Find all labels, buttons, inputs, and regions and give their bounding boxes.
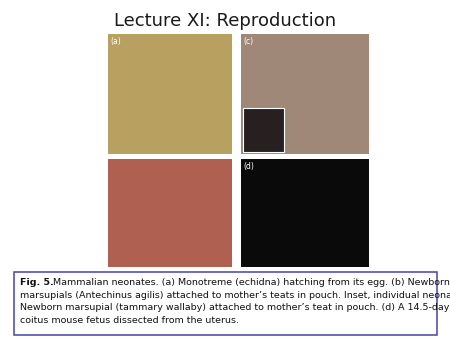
Text: (d): (d) <box>243 162 254 171</box>
Bar <box>241 159 369 267</box>
Bar <box>243 108 284 152</box>
Text: Mammalian neonates. (a) Monotreme (echidna) hatching from its egg. (b) Newborn: Mammalian neonates. (a) Monotreme (echid… <box>44 278 450 287</box>
FancyBboxPatch shape <box>14 272 436 335</box>
Text: Lecture XI: Reproduction: Lecture XI: Reproduction <box>114 12 336 30</box>
Text: marsupials (Antechinus agilis) attached to mother’s teats in pouch. Inset, indiv: marsupials (Antechinus agilis) attached … <box>20 291 450 300</box>
Text: Newborn marsupial (tammary wallaby) attached to mother’s teat in pouch. (d) A 14: Newborn marsupial (tammary wallaby) atta… <box>20 303 450 312</box>
Bar <box>108 159 232 267</box>
Bar <box>108 34 232 154</box>
Text: coitus mouse fetus dissected from the uterus.: coitus mouse fetus dissected from the ut… <box>20 316 239 325</box>
Text: (a): (a) <box>110 37 121 46</box>
Text: Fig. 5.: Fig. 5. <box>20 278 54 287</box>
Bar <box>241 34 369 154</box>
Text: (c): (c) <box>243 37 253 46</box>
